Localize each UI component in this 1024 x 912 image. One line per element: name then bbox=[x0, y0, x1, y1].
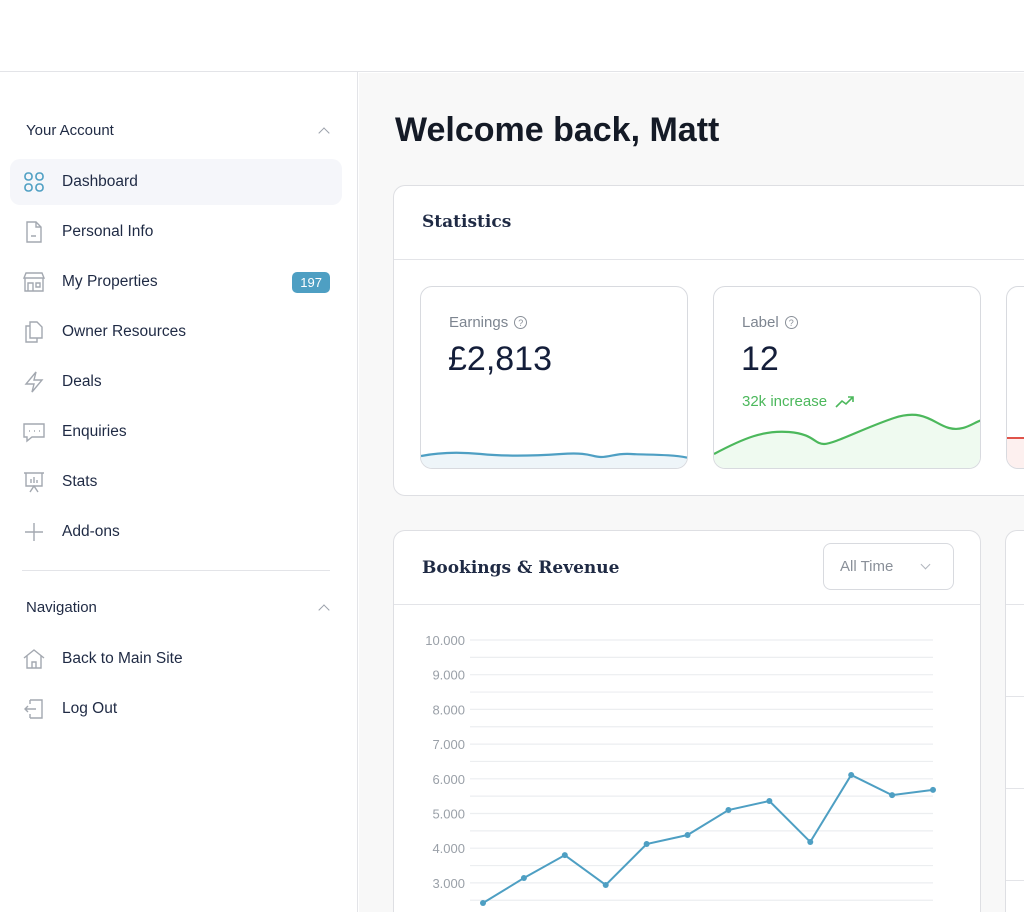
sidebar: Your Account Dashboard Personal Info My … bbox=[0, 72, 358, 912]
y-tick-label: 6.000 bbox=[432, 772, 465, 787]
trending-up-icon bbox=[835, 395, 854, 408]
sidebar-item-owner-resources[interactable]: Owner Resources bbox=[10, 309, 342, 355]
y-tick-label: 10.000 bbox=[425, 633, 465, 648]
section-title: Your Account bbox=[26, 122, 114, 139]
stat-card-label: Label? 12 32k increase bbox=[713, 286, 981, 469]
stat-label: Label bbox=[742, 314, 779, 331]
sidebar-item-stats[interactable]: Stats bbox=[10, 459, 342, 505]
stat-value: £2,813 bbox=[448, 340, 552, 378]
data-point bbox=[930, 786, 936, 793]
bookings-panel: Bookings & Revenue All Time 10.000 9.000 8… bbox=[393, 530, 981, 912]
help-icon[interactable]: ? bbox=[514, 316, 528, 329]
statistics-panel: Statistics Earnings? £2,813 Label? 12 32… bbox=[393, 185, 1024, 496]
home-icon bbox=[23, 649, 45, 669]
chat-icon bbox=[23, 423, 45, 443]
sidebar-item-label: Stats bbox=[62, 473, 98, 490]
logout-icon bbox=[24, 699, 43, 719]
data-point bbox=[684, 832, 691, 839]
data-point bbox=[480, 900, 486, 907]
sidebar-item-add-ons[interactable]: Add-ons bbox=[10, 509, 342, 555]
chevron-down-icon bbox=[920, 559, 931, 570]
data-point bbox=[889, 792, 896, 799]
lightning-icon bbox=[24, 371, 44, 393]
properties-count-badge: 197 bbox=[292, 271, 330, 293]
divider bbox=[1006, 880, 1024, 881]
sidebar-item-label: Dashboard bbox=[62, 173, 138, 190]
help-icon[interactable]: ? bbox=[784, 316, 798, 329]
data-point bbox=[848, 771, 855, 778]
sidebar-item-label: Enquiries bbox=[62, 423, 127, 440]
y-tick-label: 7.000 bbox=[432, 737, 465, 752]
sidebar-item-label: Back to Main Site bbox=[62, 650, 183, 667]
data-point bbox=[766, 798, 773, 805]
divider bbox=[1006, 696, 1024, 697]
divider bbox=[394, 259, 1024, 260]
navigation-header[interactable]: Navigation bbox=[26, 599, 332, 616]
y-tick-label: 3.000 bbox=[432, 876, 465, 891]
label-sparkline bbox=[714, 413, 980, 468]
stat-value: 12 bbox=[741, 340, 779, 378]
document-icon bbox=[26, 221, 42, 243]
grid-icon bbox=[24, 172, 44, 192]
stat-change: 32k increase bbox=[742, 393, 828, 410]
earnings-sparkline bbox=[421, 451, 687, 468]
plus-icon bbox=[25, 523, 43, 541]
stat-card-earnings: Earnings? £2,813 bbox=[420, 286, 688, 469]
divider bbox=[394, 604, 980, 605]
page-title: Welcome back, Matt bbox=[395, 111, 720, 149]
sidebar-item-my-properties[interactable]: My Properties 197 bbox=[10, 259, 342, 305]
top-bar bbox=[0, 0, 1024, 72]
y-tick-label: 8.000 bbox=[432, 702, 465, 717]
presentation-icon bbox=[24, 472, 44, 493]
divider bbox=[1006, 788, 1024, 789]
store-icon bbox=[22, 272, 46, 292]
data-point bbox=[602, 881, 609, 888]
chevron-up-icon bbox=[318, 126, 330, 139]
sidebar-item-enquiries[interactable]: Enquiries bbox=[10, 409, 342, 455]
main-content: Welcome back, Matt Statistics Earnings? … bbox=[359, 73, 1024, 912]
range-select[interactable]: All Time bbox=[823, 543, 954, 590]
range-select-value: All Time bbox=[840, 558, 894, 575]
sidebar-item-label: My Properties bbox=[62, 273, 158, 290]
your-account-header[interactable]: Your Account bbox=[26, 122, 332, 139]
sidebar-item-dashboard[interactable]: Dashboard bbox=[10, 159, 342, 205]
sidebar-item-label: Owner Resources bbox=[62, 323, 187, 340]
data-point bbox=[725, 807, 732, 814]
section-title: Navigation bbox=[26, 599, 97, 616]
y-tick-label: 4.000 bbox=[432, 841, 465, 856]
bookings-line-chart: 10.000 9.000 8.000 7.000 6.000 5.000 4.000 3.00… bbox=[425, 633, 936, 907]
data-point bbox=[561, 852, 568, 859]
sidebar-item-deals[interactable]: Deals bbox=[10, 359, 342, 405]
chevron-up-icon bbox=[318, 603, 330, 616]
divider bbox=[1006, 604, 1024, 605]
copy-icon bbox=[25, 321, 43, 343]
sidebar-item-label: Add-ons bbox=[62, 523, 120, 540]
stat-card-third bbox=[1006, 286, 1024, 469]
sidebar-item-label: Deals bbox=[62, 373, 102, 390]
y-tick-label: 9.000 bbox=[432, 668, 465, 683]
sidebar-item-label: Personal Info bbox=[62, 223, 154, 240]
third-sparkline bbox=[1007, 437, 1024, 468]
panel-title: Statistics bbox=[422, 212, 512, 232]
divider bbox=[22, 570, 330, 571]
series-line bbox=[482, 773, 934, 904]
sidebar-item-log-out[interactable]: Log Out bbox=[10, 686, 342, 732]
data-point bbox=[520, 875, 527, 882]
sidebar-item-personal-info[interactable]: Personal Info bbox=[10, 209, 342, 255]
side-panel bbox=[1005, 530, 1024, 912]
data-point bbox=[643, 841, 650, 848]
data-point bbox=[807, 838, 814, 845]
y-tick-label: 5.000 bbox=[432, 807, 465, 822]
stat-label: Earnings bbox=[449, 314, 509, 331]
sidebar-item-label: Log Out bbox=[62, 700, 118, 717]
panel-title: Bookings & Revenue bbox=[422, 558, 620, 578]
sidebar-item-back-to-main-site[interactable]: Back to Main Site bbox=[10, 636, 342, 682]
